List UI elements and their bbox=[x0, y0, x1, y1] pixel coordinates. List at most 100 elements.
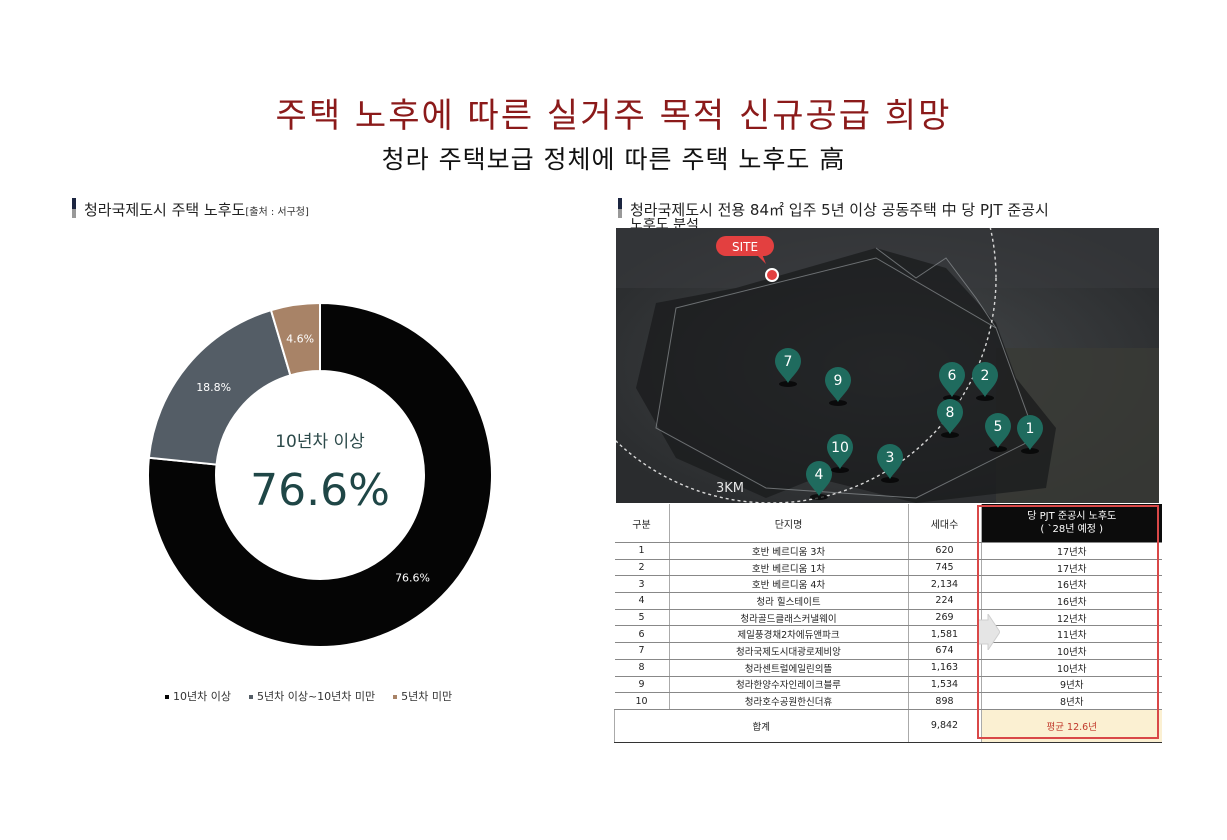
map-pin-icon: 8 bbox=[937, 399, 963, 438]
legend-item: 5년차 이상~10년차 미만 bbox=[248, 688, 376, 704]
donut-slice bbox=[147, 301, 493, 648]
map-pin-label: 5 bbox=[994, 419, 1003, 435]
aging-table: 구분 단지명 세대수 당 PJT 준공시 노후도( `28년 예정 ) 1 호반 … bbox=[614, 504, 1162, 743]
map-pin-icon: 7 bbox=[775, 348, 801, 387]
table-cell: 청라한양수자인레이크블루 bbox=[668, 676, 909, 694]
table-cell: 5 bbox=[614, 609, 669, 627]
map-pin-label: 2 bbox=[981, 368, 990, 384]
radius-label: 3KM bbox=[716, 481, 744, 496]
map-pin-label: 9 bbox=[834, 373, 843, 389]
table-cell: 청라골드클래스커낼웨이 bbox=[668, 609, 909, 627]
table-cell: 12년차 bbox=[981, 609, 1162, 627]
table-cell: 청라국제도시대광로제비앙 bbox=[668, 642, 909, 660]
table-row: 6 제일풍경채2차에듀앤파크 1,581 11년차 bbox=[614, 625, 1162, 644]
table-cell: 17년차 bbox=[981, 542, 1162, 560]
table-cell: 16년차 bbox=[981, 575, 1162, 594]
map-pin-icon: 9 bbox=[825, 367, 851, 406]
table-cell: 9 bbox=[614, 676, 669, 694]
table-cell: 674 bbox=[908, 642, 982, 660]
table-row: 8 청라센트럴에일린의뜰 1,163 10년차 bbox=[614, 659, 1162, 677]
table-cell: 269 bbox=[908, 609, 982, 627]
table-cell: 청라호수공원한신더휴 bbox=[668, 692, 909, 710]
col-header: 당 PJT 준공시 노후도 ( `28년 예정 ) bbox=[981, 504, 1162, 543]
table-cell: 898 bbox=[908, 692, 982, 710]
chart-legend: 10년차 이상 5년차 이상~10년차 미만 5년차 미만 bbox=[165, 688, 452, 704]
table-cell: 1,581 bbox=[908, 625, 982, 644]
table-cell: 호반 베르디움 3차 bbox=[668, 542, 909, 560]
table-cell: 9년차 bbox=[981, 676, 1162, 694]
table-cell: 745 bbox=[908, 559, 982, 577]
table-cell: 제일풍경채2차에듀앤파크 bbox=[668, 625, 909, 644]
site-label: SITE bbox=[732, 240, 758, 254]
left-section-title-text: 청라국제도시 주택 노후도 bbox=[84, 201, 246, 219]
table-cell: 청라센트럴에일린의뜰 bbox=[668, 659, 909, 677]
col-header: 세대수 bbox=[908, 504, 982, 543]
table-cell: 11년차 bbox=[981, 625, 1162, 644]
donut-slice bbox=[269, 301, 321, 377]
right-section-title: 청라국제도시 전용 84㎡ 입주 5년 이상 공동주택 中 당 PJT 준공시 bbox=[630, 201, 1049, 219]
map-pin-icon: 3 bbox=[877, 444, 903, 483]
table-cell: 10년차 bbox=[981, 659, 1162, 677]
table-cell: 6 bbox=[614, 625, 669, 644]
table-cell: 8 bbox=[614, 659, 669, 677]
col-header: 단지명 bbox=[668, 504, 909, 543]
legend-label: 5년차 이상~10년차 미만 bbox=[256, 690, 376, 703]
left-section-title: 청라국제도시 주택 노후도[출처 : 서구청] bbox=[84, 199, 309, 220]
legend-item: 10년차 이상 bbox=[165, 688, 231, 704]
table-row: 1 호반 베르디움 3차 620 17년차 bbox=[614, 542, 1162, 560]
table-row: 9 청라한양수자인레이크블루 1,534 9년차 bbox=[614, 676, 1162, 694]
table-row: 5 청라골드클래스커낼웨이 269 12년차 bbox=[614, 609, 1162, 627]
map-pin-label: 1 bbox=[1026, 421, 1035, 437]
table-cell: 620 bbox=[908, 542, 982, 560]
legend-swatch-icon bbox=[248, 695, 253, 699]
legend-swatch-icon bbox=[165, 695, 169, 699]
map-pin-label: 10 bbox=[831, 440, 849, 456]
table-cell: 17년차 bbox=[981, 559, 1162, 577]
table-cell: 1,534 bbox=[908, 676, 982, 694]
legend-label: 10년차 이상 bbox=[173, 690, 231, 703]
total-cell: 합계 bbox=[614, 709, 909, 743]
map-pin-icon: 5 bbox=[985, 413, 1011, 452]
legend-label: 5년차 미만 bbox=[401, 690, 453, 703]
table-header-row: 구분 단지명 세대수 당 PJT 준공시 노후도 ( `28년 예정 ) bbox=[614, 504, 1162, 543]
table-cell: 4 bbox=[614, 592, 669, 610]
section-marker bbox=[72, 198, 76, 218]
slice-value-label: 18.8% bbox=[196, 381, 231, 394]
map-pin-label: 7 bbox=[784, 354, 793, 370]
page-title: 주택 노후에 따른 실거주 목적 신규공급 희망 bbox=[275, 96, 952, 136]
table-cell: 1,163 bbox=[908, 659, 982, 677]
table-row: 7 청라국제도시대광로제비앙 674 10년차 bbox=[614, 642, 1162, 660]
map-pin-icon: 6 bbox=[939, 362, 965, 401]
table-cell: 호반 베르디움 4차 bbox=[668, 575, 909, 594]
map-pin-icon: 4 bbox=[806, 461, 832, 500]
location-map: 3KM SITE 1 2 3 4 5 6 7 8 9 10 bbox=[616, 228, 1159, 503]
page-subtitle: 청라 주택보급 정체에 따른 주택 노후도 高 bbox=[381, 145, 846, 174]
table-row: 10 청라호수공원한신더휴 898 8년차 bbox=[614, 692, 1162, 710]
slice-value-label: 4.6% bbox=[286, 332, 314, 345]
total-cell: 평균 12.6년 bbox=[981, 709, 1162, 743]
table-cell: 8년차 bbox=[981, 692, 1162, 710]
table-total-row: 합계 9,842 평균 12.6년 bbox=[614, 709, 1162, 743]
col-header-line: ( `28년 예정 ) bbox=[1040, 524, 1104, 535]
table-cell: 3 bbox=[614, 575, 669, 594]
arrow-right-icon bbox=[978, 614, 1000, 650]
legend-item: 5년차 미만 bbox=[393, 688, 452, 704]
site-marker: SITE bbox=[716, 236, 779, 282]
source-note: [출처 : 서구청] bbox=[245, 207, 309, 218]
donut-center-value: 76.6% bbox=[250, 465, 390, 516]
table-row: 4 청라 힐스테이트 224 16년차 bbox=[614, 592, 1162, 610]
map-pin-label: 4 bbox=[815, 467, 824, 483]
table-cell: 16년차 bbox=[981, 592, 1162, 610]
table-cell: 2,134 bbox=[908, 575, 982, 594]
legend-swatch-icon bbox=[393, 695, 398, 699]
map-pin-label: 3 bbox=[886, 450, 895, 466]
col-header: 구분 bbox=[614, 504, 669, 543]
table-cell: 10년차 bbox=[981, 642, 1162, 660]
table-cell: 1 bbox=[614, 542, 669, 560]
col-header-line: 당 PJT 준공시 노후도 bbox=[1027, 511, 1117, 522]
map-pin-icon: 2 bbox=[972, 362, 998, 401]
right-section-title-continued: 노후도 분석 bbox=[630, 218, 699, 228]
map-pin-label: 8 bbox=[946, 405, 955, 421]
donut-center-label: 10년차 이상 bbox=[275, 432, 365, 452]
table-row: 2 호반 베르디움 1차 745 17년차 bbox=[614, 559, 1162, 577]
